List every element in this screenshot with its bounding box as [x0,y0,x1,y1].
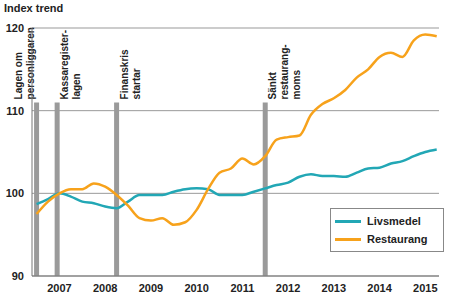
svg-text:2011: 2011 [230,282,254,294]
html-text:Livsmedel: Livsmedel [367,215,421,227]
html-text:Restaurang: Restaurang [367,233,428,245]
svg-text:2008: 2008 [93,282,117,294]
svg-text:restaurang-: restaurang- [279,44,290,99]
svg-text:110: 110 [8,105,24,117]
svg-text:2007: 2007 [47,282,71,294]
svg-text:Lagen om: Lagen om [13,52,24,99]
svg-text:lagen: lagen [71,73,82,99]
svg-text:personliggaren: personliggaren [25,27,36,99]
svg-text:Finanskris: Finanskris [119,49,130,99]
svg-text:2015: 2015 [413,282,437,294]
svg-text:120: 120 [8,22,24,34]
svg-text:90: 90 [12,270,24,282]
svg-text:startar: startar [131,68,142,99]
html-text:Index trend: Index trend [4,2,64,14]
svg-text:Kassaregister-: Kassaregister- [59,30,70,99]
svg-text:2012: 2012 [276,282,300,294]
svg-text:2013: 2013 [322,282,346,294]
svg-text:100: 100 [8,187,24,199]
svg-text:2009: 2009 [139,282,163,294]
svg-text:moms: moms [291,70,302,100]
svg-text:2014: 2014 [367,282,392,294]
svg-text:2010: 2010 [184,282,208,294]
svg-text:Sänkt: Sänkt [267,71,278,99]
